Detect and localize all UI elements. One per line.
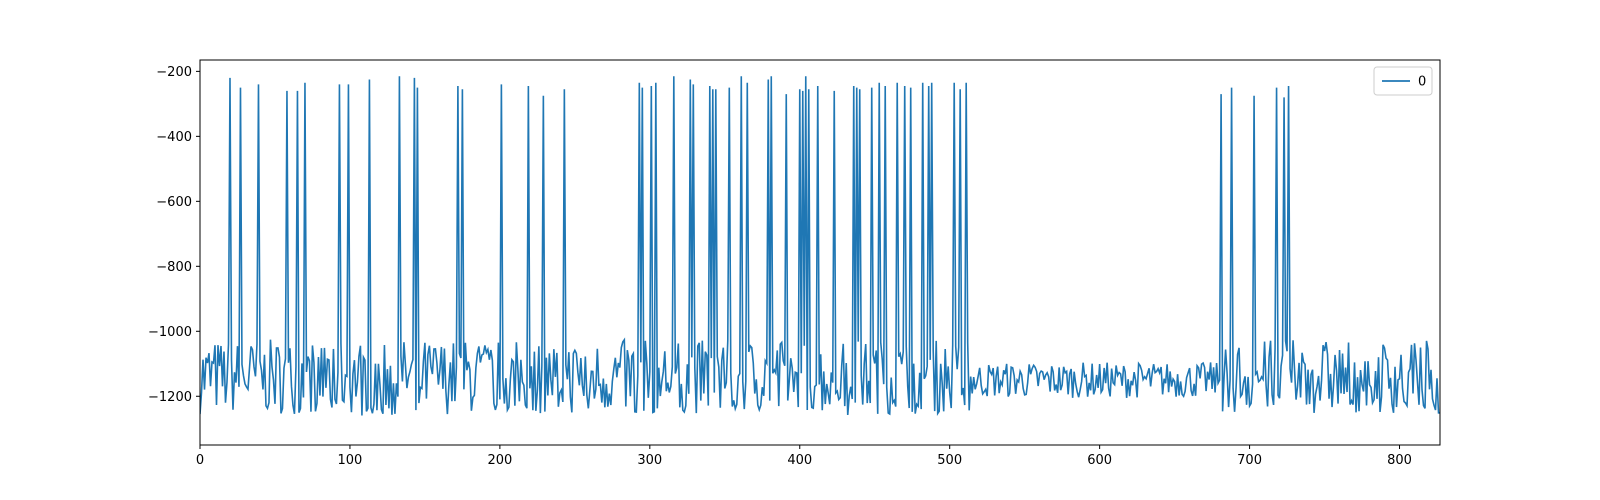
y-tick-label: −600 — [156, 195, 192, 210]
x-tick-label: 300 — [637, 453, 662, 468]
x-tick-label: 600 — [1087, 453, 1112, 468]
x-tick-label: 800 — [1387, 453, 1412, 468]
y-tick-label: −1000 — [148, 325, 192, 340]
x-tick-label: 400 — [787, 453, 812, 468]
x-tick-label: 100 — [338, 453, 363, 468]
legend-label-0: 0 — [1418, 75, 1426, 90]
axes-frame — [199, 59, 1441, 446]
axes: 0 100 200 300 400 500 600 700 800 −1200 −1000 −800 −… — [148, 59, 1441, 468]
series-0-line — [200, 76, 1440, 417]
x-tick-label: 700 — [1237, 453, 1262, 468]
plot-area — [200, 76, 1440, 417]
y-tick-label: −1200 — [148, 390, 192, 405]
y-tick-label: −800 — [156, 260, 192, 275]
y-tick-label: −200 — [156, 65, 192, 80]
x-tick-label: 0 — [196, 453, 204, 468]
legend: 0 — [1373, 66, 1433, 96]
y-tick-label: −400 — [156, 130, 192, 145]
x-tick-label: 200 — [487, 453, 512, 468]
x-tick-label: 500 — [937, 453, 962, 468]
